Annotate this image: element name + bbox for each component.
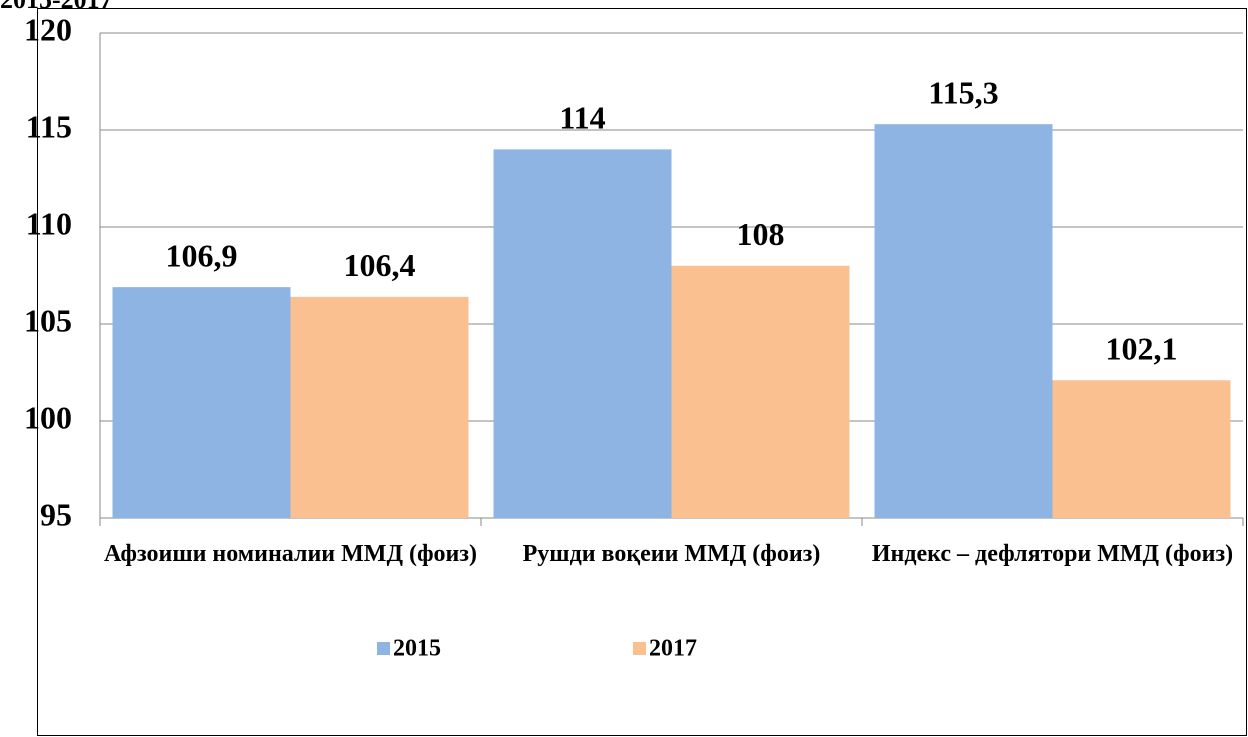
y-tick-label: 105 xyxy=(24,302,72,338)
bar xyxy=(493,149,672,518)
legend-label: 2015 xyxy=(393,636,441,662)
bar xyxy=(290,296,469,518)
data-label: 102,1 xyxy=(1106,331,1178,367)
data-label: 106,4 xyxy=(344,247,416,283)
legend-swatch xyxy=(377,642,390,655)
data-label: 115,3 xyxy=(928,75,998,111)
bar xyxy=(671,265,850,518)
bar xyxy=(1052,380,1231,518)
data-label: 114 xyxy=(559,100,605,136)
chart-title: 2015-2017 xyxy=(0,0,113,14)
y-tick-label: 100 xyxy=(24,399,72,435)
data-label: 106,9 xyxy=(166,237,238,273)
legend-label: 2017 xyxy=(649,636,697,662)
y-tick-label: 95 xyxy=(40,496,72,532)
x-tick-label: Индекс – дефлятори ММД (фоиз) xyxy=(871,541,1234,567)
chart-frame xyxy=(37,8,1247,736)
y-tick-label: 120 xyxy=(24,11,72,47)
x-tick-label: Рушди воқеии ММД (фоиз) xyxy=(522,541,821,567)
bar xyxy=(112,287,291,518)
y-tick-label: 115 xyxy=(26,108,72,144)
y-tick-label: 110 xyxy=(26,205,72,241)
data-label: 108 xyxy=(737,216,785,252)
legend-swatch xyxy=(633,642,646,655)
bar xyxy=(874,124,1053,519)
x-tick-label: Афзоиши номиналии ММД (фоиз) xyxy=(103,541,478,567)
